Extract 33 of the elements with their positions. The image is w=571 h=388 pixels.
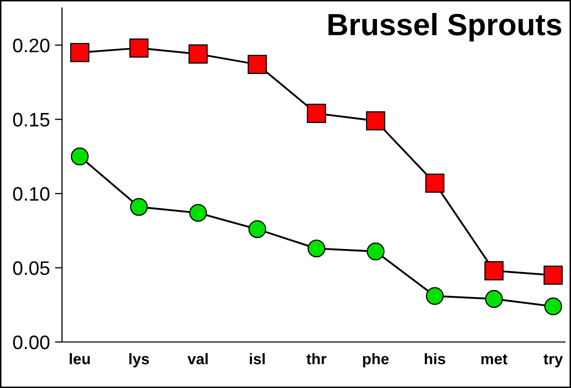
point bbox=[426, 287, 444, 305]
point bbox=[544, 297, 562, 316]
x-tick-label: his bbox=[424, 353, 446, 364]
point bbox=[366, 242, 385, 260]
x-tick-label: met bbox=[481, 354, 508, 364]
point bbox=[70, 42, 90, 62]
y-tick-label: 0.15 bbox=[13, 112, 50, 127]
chart-title: Brussel Sprouts bbox=[328, 13, 562, 42]
y-tick-label: 0.10 bbox=[13, 187, 50, 201]
point bbox=[425, 174, 444, 193]
point bbox=[130, 198, 148, 216]
point bbox=[248, 54, 267, 74]
point bbox=[70, 148, 89, 166]
point bbox=[485, 290, 503, 308]
y-tick-label: 0.20 bbox=[13, 38, 50, 52]
point bbox=[544, 266, 563, 285]
x-tick-label: thr bbox=[306, 353, 326, 364]
point bbox=[129, 38, 149, 58]
x-tick-label: isl bbox=[250, 353, 265, 364]
x-tick-label: phe bbox=[363, 353, 389, 368]
point bbox=[248, 220, 266, 238]
point bbox=[366, 111, 386, 130]
point bbox=[484, 261, 504, 280]
x-tick-label: leu bbox=[70, 353, 90, 364]
y-tick-label: 0.00 bbox=[13, 335, 50, 350]
point bbox=[189, 204, 207, 222]
point bbox=[306, 104, 326, 123]
x-tick-label: val bbox=[188, 353, 208, 364]
y-tick-label: 0.05 bbox=[13, 261, 50, 276]
x-tick-label: try bbox=[544, 354, 563, 368]
point bbox=[188, 44, 208, 64]
point bbox=[308, 240, 326, 258]
x-tick-label: lys bbox=[129, 353, 149, 368]
